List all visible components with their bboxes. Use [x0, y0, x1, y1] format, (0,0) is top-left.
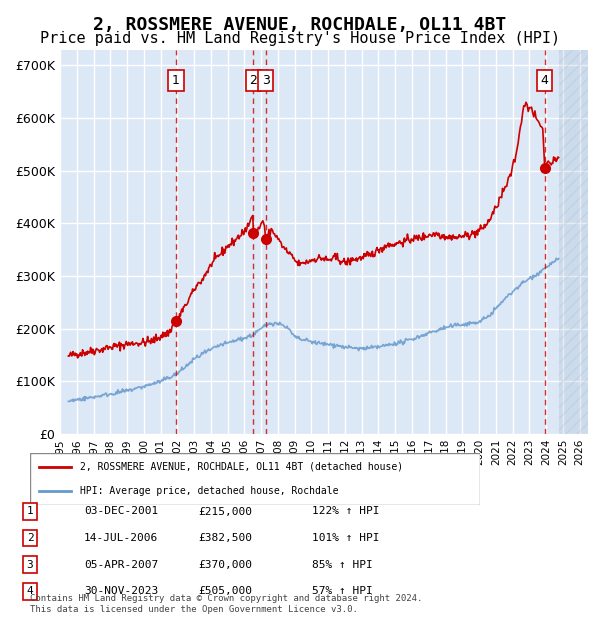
- Text: 101% ↑ HPI: 101% ↑ HPI: [312, 533, 380, 543]
- Text: 05-APR-2007: 05-APR-2007: [84, 560, 158, 570]
- Text: 1: 1: [172, 74, 180, 87]
- Bar: [559, 50, 588, 434]
- Text: 3: 3: [262, 74, 269, 87]
- Text: 4: 4: [541, 74, 548, 87]
- FancyBboxPatch shape: [30, 453, 480, 505]
- Text: 1: 1: [26, 507, 34, 516]
- Text: £505,000: £505,000: [198, 587, 252, 596]
- Text: 85% ↑ HPI: 85% ↑ HPI: [312, 560, 373, 570]
- Text: £382,500: £382,500: [198, 533, 252, 543]
- Text: £215,000: £215,000: [198, 507, 252, 516]
- Text: 2, ROSSMERE AVENUE, ROCHDALE, OL11 4BT (detached house): 2, ROSSMERE AVENUE, ROCHDALE, OL11 4BT (…: [79, 462, 403, 472]
- Text: 4: 4: [26, 587, 34, 596]
- Text: 30-NOV-2023: 30-NOV-2023: [84, 587, 158, 596]
- Text: 2: 2: [250, 74, 257, 87]
- Text: Price paid vs. HM Land Registry's House Price Index (HPI): Price paid vs. HM Land Registry's House …: [40, 31, 560, 46]
- Text: 2, ROSSMERE AVENUE, ROCHDALE, OL11 4BT: 2, ROSSMERE AVENUE, ROCHDALE, OL11 4BT: [94, 16, 506, 33]
- Text: 03-DEC-2001: 03-DEC-2001: [84, 507, 158, 516]
- Text: 57% ↑ HPI: 57% ↑ HPI: [312, 587, 373, 596]
- Text: HPI: Average price, detached house, Rochdale: HPI: Average price, detached house, Roch…: [79, 486, 338, 496]
- Text: 122% ↑ HPI: 122% ↑ HPI: [312, 507, 380, 516]
- Text: £370,000: £370,000: [198, 560, 252, 570]
- Text: 3: 3: [26, 560, 34, 570]
- Text: Contains HM Land Registry data © Crown copyright and database right 2024.
This d: Contains HM Land Registry data © Crown c…: [30, 595, 422, 614]
- Text: 2: 2: [26, 533, 34, 543]
- Text: 14-JUL-2006: 14-JUL-2006: [84, 533, 158, 543]
